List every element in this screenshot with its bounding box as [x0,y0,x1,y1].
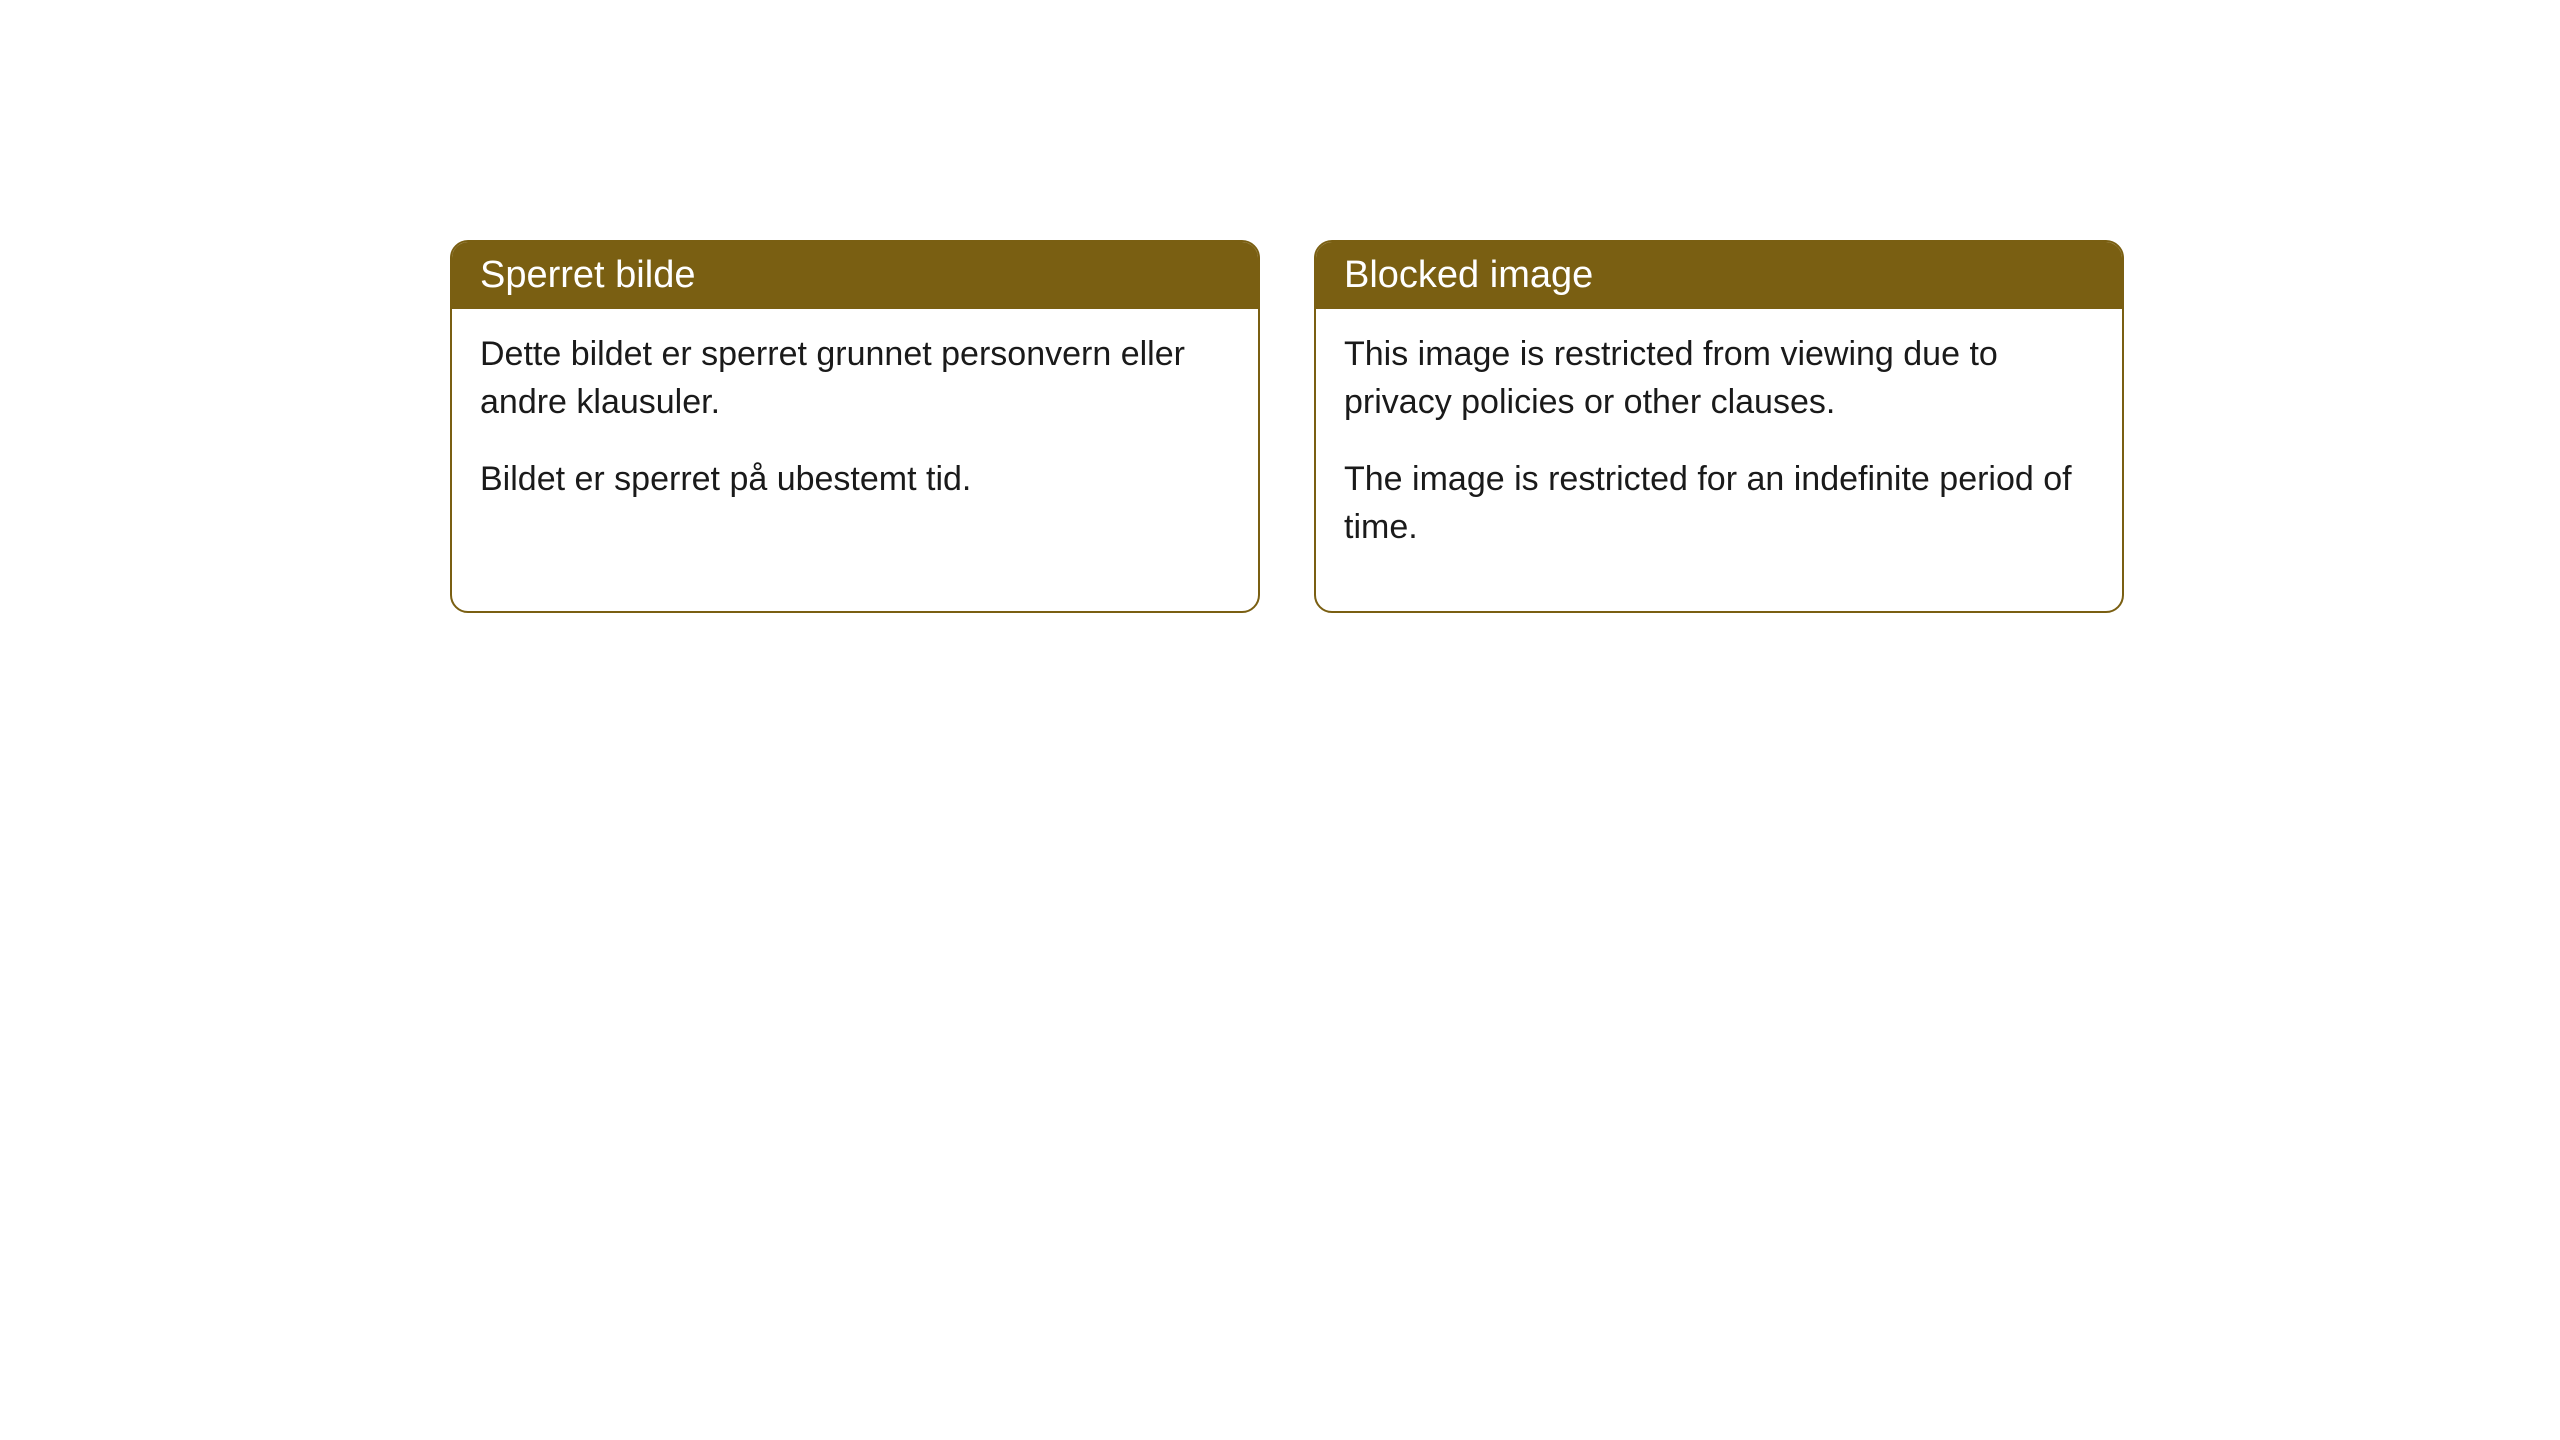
card-body: Dette bildet er sperret grunnet personve… [452,309,1258,564]
card-title: Blocked image [1344,254,1593,296]
card-header: Sperret bilde [452,242,1258,309]
card-paragraph: Bildet er sperret på ubestemt tid. [480,456,1230,504]
card-title: Sperret bilde [480,254,695,296]
card-header: Blocked image [1316,242,2122,309]
card-paragraph: The image is restricted for an indefinit… [1344,456,2094,551]
card-paragraph: This image is restricted from viewing du… [1344,331,2094,426]
blocked-image-card-english: Blocked image This image is restricted f… [1314,240,2124,613]
blocked-image-card-norwegian: Sperret bilde Dette bildet er sperret gr… [450,240,1260,613]
card-paragraph: Dette bildet er sperret grunnet personve… [480,331,1230,426]
card-body: This image is restricted from viewing du… [1316,309,2122,611]
cards-container: Sperret bilde Dette bildet er sperret gr… [450,240,2124,613]
